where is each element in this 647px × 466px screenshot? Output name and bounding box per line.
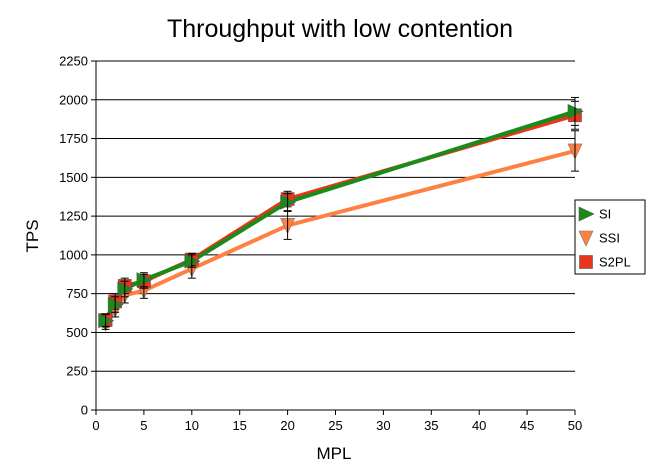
x-axis-title: MPL [317, 444, 352, 463]
x-tick-label: 40 [472, 418, 486, 433]
y-tick-label: 1750 [59, 131, 88, 146]
legend-label-si: SI [599, 207, 611, 222]
series-s2pl [103, 113, 576, 321]
series-ssi [103, 149, 576, 325]
ssi-line [103, 149, 576, 325]
legend-marker-s2pl [579, 255, 593, 269]
x-tick-label: 35 [424, 418, 438, 433]
tick-labels: 0 250 500 750 1000 1250 1500 1750 2000 2250 0 5 10 15… [59, 54, 582, 434]
y-tick-label: 500 [66, 325, 88, 340]
si-point [117, 281, 134, 297]
legend-label-s2pl: S2PL [599, 255, 631, 270]
y-axis-title: TPS [23, 219, 42, 252]
x-tick-label: 0 [92, 418, 99, 433]
series-group [98, 96, 584, 332]
y-tick-label: 1000 [59, 247, 88, 262]
gridlines [96, 60, 575, 372]
y-tick-label: 750 [66, 286, 88, 301]
y-tick-label: 1500 [59, 170, 88, 185]
x-tick-label: 15 [232, 418, 246, 433]
s2pl-line [103, 113, 576, 321]
y-tick-label: 250 [66, 364, 88, 379]
x-tick-label: 5 [140, 418, 147, 433]
series-si-points [98, 96, 584, 329]
x-tick-label: 50 [568, 418, 582, 433]
x-tick-label: 45 [520, 418, 534, 433]
y-tick-label: 0 [81, 403, 88, 418]
x-tick-label: 30 [376, 418, 390, 433]
legend-marker-si [578, 206, 595, 222]
x-tick-label: 10 [185, 418, 199, 433]
axes [91, 60, 576, 415]
series-ssi-points [98, 130, 583, 332]
chart-title: Throughput with low contention [167, 15, 513, 43]
y-tick-label: 2000 [59, 92, 88, 107]
legend-label-ssi: SSI [599, 231, 620, 246]
legend: SI SSI S2PL [574, 199, 646, 275]
y-tick-label: 2250 [59, 54, 88, 69]
x-tick-label: 25 [328, 418, 342, 433]
legend-marker-ssi [578, 230, 594, 247]
x-tick-label: 20 [280, 418, 294, 433]
y-tick-label: 1250 [59, 209, 88, 224]
